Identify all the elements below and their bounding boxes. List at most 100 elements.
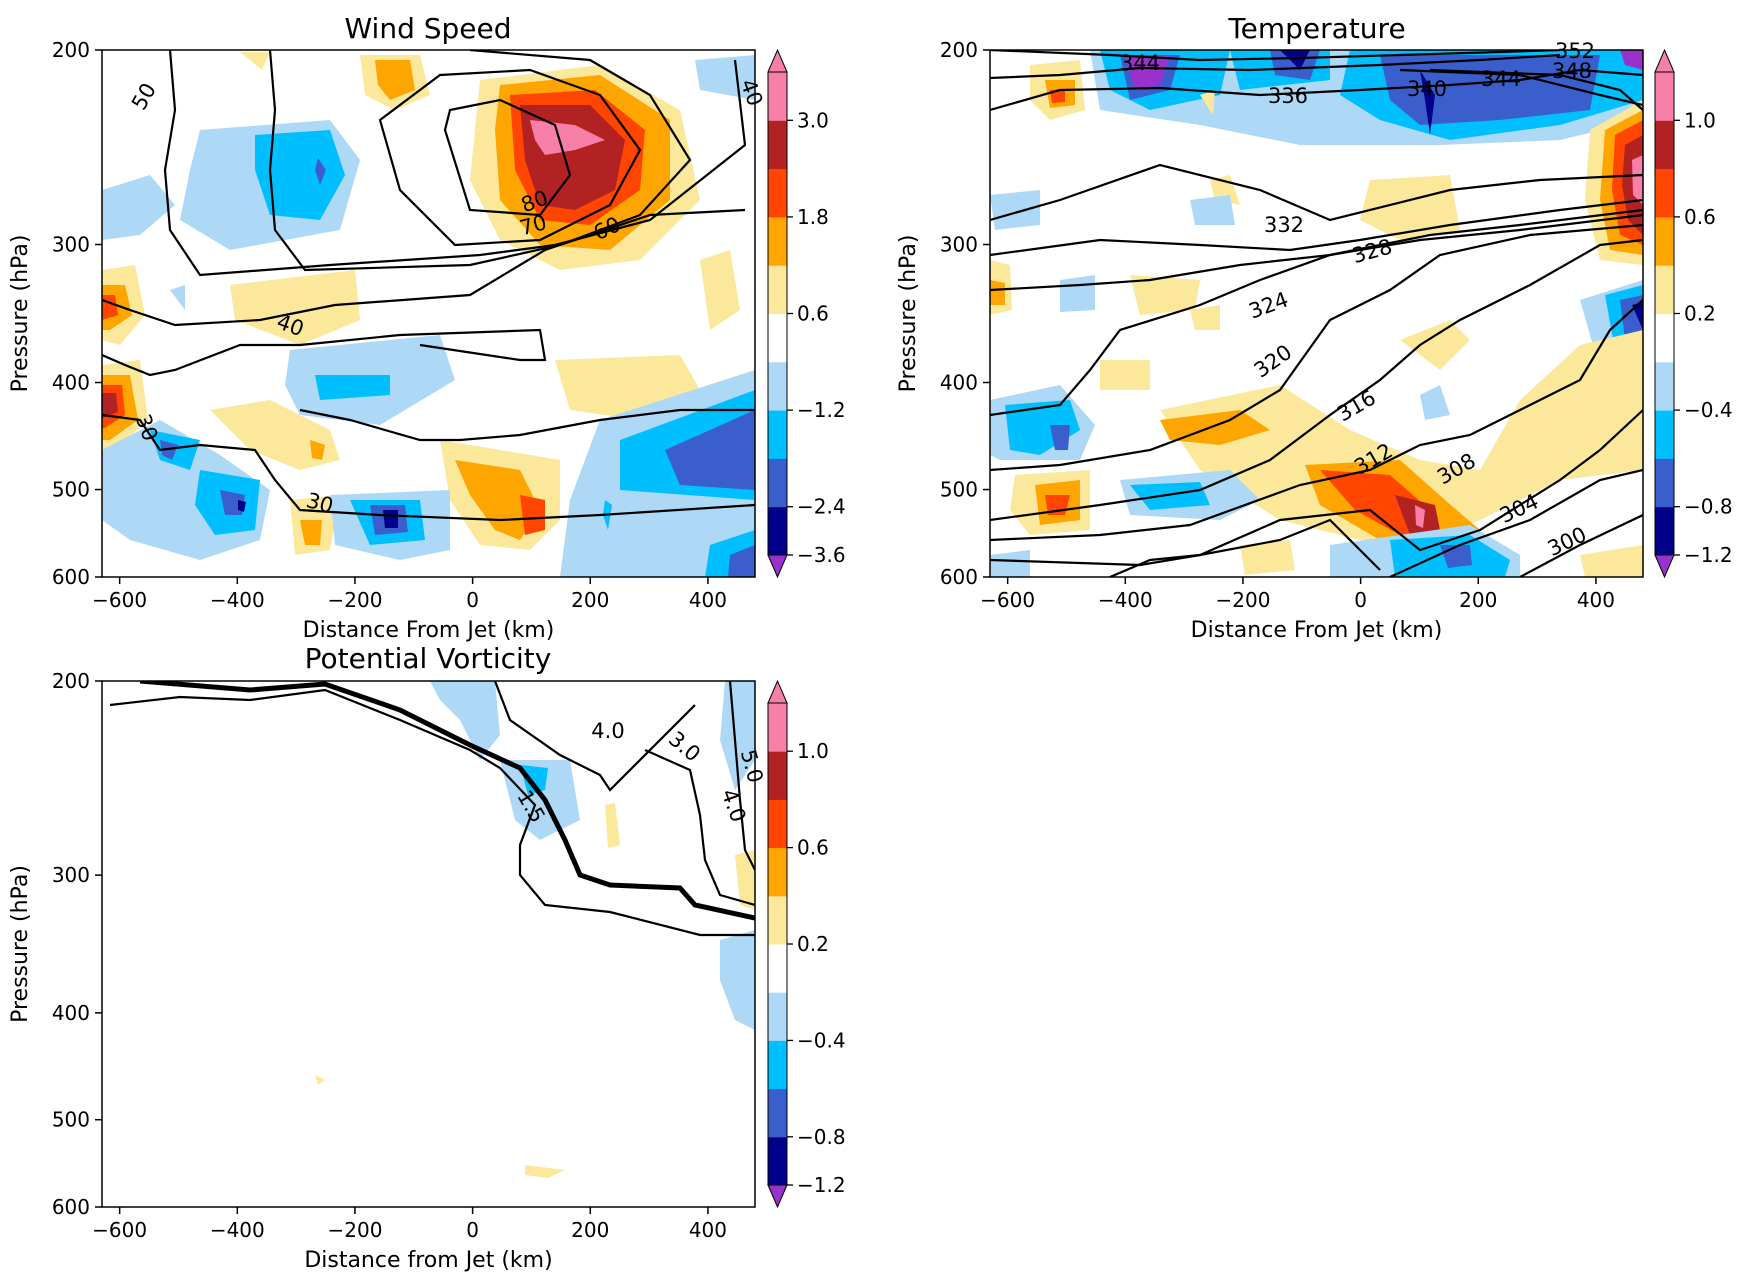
colorbar-tick-label: −0.8 <box>1684 495 1733 519</box>
pv-title: Potential Vorticity <box>305 642 552 675</box>
x-axis-label: Distance From Jet (km) <box>1191 618 1443 643</box>
pv-clabel-4-0-top: 4.0 <box>591 719 624 743</box>
y-tick-label: 500 <box>940 478 978 502</box>
x-tick-label: 400 <box>689 588 727 612</box>
colorbar-segment <box>768 847 787 897</box>
panel-wind-speed: Wind Speed <box>8 12 767 643</box>
colorbar-segment <box>768 799 787 849</box>
colorbar-tick-label: −2.4 <box>797 495 846 519</box>
x-tick-label: −400 <box>210 588 265 612</box>
colorbar-segment <box>768 1136 787 1186</box>
temp-clabel-344-left: 344 <box>1120 51 1160 75</box>
temp-fill-layer <box>990 50 1643 577</box>
colorbar-segment <box>1655 168 1674 218</box>
colorbar-tick-label: 0.2 <box>797 932 829 956</box>
x-tick-label: 200 <box>571 1218 609 1242</box>
colorbar-segment <box>1655 410 1674 459</box>
y-tick-label: 600 <box>52 565 90 589</box>
colorbar-segment <box>1655 120 1674 170</box>
colorbar-segment <box>768 506 787 556</box>
y-tick-label: 200 <box>940 38 978 62</box>
x-tick-label: −400 <box>1098 588 1153 612</box>
x-tick-label: −600 <box>92 1218 147 1242</box>
colorbar-tick-label: −0.4 <box>1684 398 1733 422</box>
colorbar-segment <box>1655 506 1674 556</box>
colorbar-segment <box>1655 361 1674 411</box>
y-tick-label: 300 <box>52 233 90 257</box>
colorbar-segment <box>768 751 787 800</box>
wind-fill-darkblue <box>315 158 326 185</box>
colorbar-extend-bottom <box>767 1184 788 1209</box>
colorbar-tick-label: −1.2 <box>1684 543 1733 567</box>
x-tick-label: 200 <box>1459 588 1497 612</box>
x-tick-label: −600 <box>980 588 1035 612</box>
x-tick-label: 200 <box>571 588 609 612</box>
x-tick-label: −200 <box>327 588 382 612</box>
temp-clabel-332: 332 <box>1264 213 1304 237</box>
wind-title: Wind Speed <box>344 12 511 45</box>
wind-fill-pink-core <box>530 120 605 155</box>
colorbar-segment <box>1655 216 1674 266</box>
colorbar-tick-label: −1.2 <box>797 1173 846 1197</box>
wind-colorbar: 3.0 1.8 0.6 −1.2 −2.4 −3.6 <box>767 48 846 579</box>
temp-clabel-340: 340 <box>1407 77 1447 101</box>
temp-colorbar: 1.0 0.6 0.2 −0.4 −0.8 −1.2 <box>1654 48 1733 579</box>
x-tick-label: 0 <box>466 1218 479 1242</box>
panel-temperature: Temperature <box>896 12 1644 643</box>
y-tick-label: 300 <box>52 863 90 887</box>
x-tick-label: −200 <box>1215 588 1270 612</box>
colorbar-segment <box>768 458 787 508</box>
colorbar-segment <box>768 1040 787 1090</box>
colorbar-extend-bottom <box>767 554 788 579</box>
temp-clabel-348: 348 <box>1552 59 1592 83</box>
colorbar-segment <box>1655 265 1674 314</box>
colorbar-segment <box>768 703 787 752</box>
y-tick-label: 500 <box>52 1108 90 1132</box>
colorbar-tick-label: 0.6 <box>797 302 829 326</box>
pv-axes-frame <box>101 680 756 1208</box>
colorbar-tick-label: −1.2 <box>797 398 846 422</box>
x-tick-label: −600 <box>92 588 147 612</box>
colorbar-segment <box>1655 313 1674 363</box>
colorbar-segment <box>1655 72 1674 121</box>
temp-contours <box>990 50 1643 577</box>
colorbar-extend-top <box>767 679 788 704</box>
colorbar-segment <box>768 944 787 993</box>
x-axis-label: Distance From Jet (km) <box>303 618 555 643</box>
y-tick-label: 300 <box>940 233 978 257</box>
colorbar-tick-label: −3.6 <box>797 543 846 567</box>
y-tick-label: 500 <box>52 478 90 502</box>
x-tick-label: 0 <box>1354 588 1367 612</box>
temp-title: Temperature <box>1227 12 1405 45</box>
wind-fill-blue <box>255 130 345 220</box>
wind-fill-layer <box>102 50 755 577</box>
colorbar-tick-label: 0.2 <box>1684 302 1716 326</box>
colorbar-tick-label: −0.4 <box>797 1028 846 1052</box>
x-axis-label: Distance from Jet (km) <box>304 1248 552 1273</box>
x-tick-label: 0 <box>466 588 479 612</box>
colorbar-extend-bottom <box>1654 554 1675 579</box>
y-tick-label: 600 <box>940 565 978 589</box>
colorbar-tick-label: 0.6 <box>797 836 829 860</box>
colorbar-tick-label: −0.8 <box>797 1125 846 1149</box>
pv-fill-layer <box>102 681 755 1207</box>
colorbar-segment <box>768 72 787 121</box>
y-tick-label: 400 <box>940 370 978 394</box>
colorbar-segment <box>768 895 787 945</box>
colorbar-tick-label: 3.0 <box>797 108 829 132</box>
y-tick-label: 600 <box>52 1195 90 1219</box>
wind-contours <box>102 50 755 522</box>
colorbar-segment <box>768 410 787 459</box>
colorbar-segment <box>768 265 787 314</box>
colorbar-segment <box>1655 458 1674 508</box>
x-tick-label: 400 <box>689 1218 727 1242</box>
y-tick-label: 200 <box>52 669 90 693</box>
temp-axes-frame <box>989 49 1644 578</box>
colorbar-segment <box>768 120 787 170</box>
temp-clabel-352: 352 <box>1555 39 1595 63</box>
colorbar-segment <box>768 361 787 411</box>
y-axis-label: Pressure (hPa) <box>8 235 33 393</box>
colorbar-segment <box>768 313 787 363</box>
pv-colorbar: 1.0 0.6 0.2 −0.4 −0.8 −1.2 <box>767 679 846 1209</box>
